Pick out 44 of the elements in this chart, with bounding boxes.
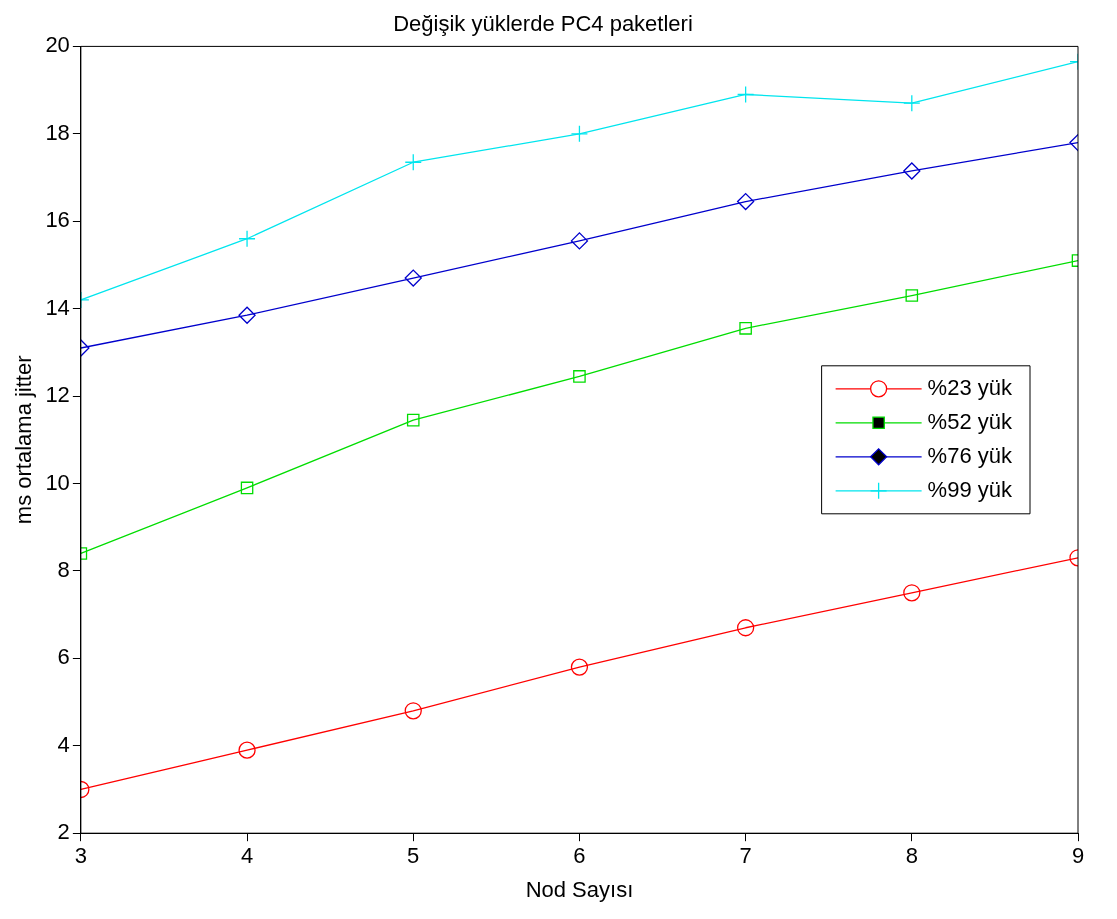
y-axis-title: ms ortalama jitter [11, 355, 37, 525]
legend-label: %52 yük [927, 408, 1013, 434]
x-tick-label: 5 [407, 843, 420, 869]
x-tick-label: 3 [74, 843, 87, 869]
point [238, 230, 256, 248]
y-tick-label: 18 [45, 119, 70, 145]
x-tick-label: 7 [739, 843, 752, 869]
y-tick-label: 20 [45, 32, 70, 58]
y-tick-label: 2 [57, 819, 70, 845]
y-tick-label: 16 [45, 207, 70, 233]
point [570, 125, 589, 143]
x-tick-label: 4 [240, 843, 254, 869]
point [240, 481, 254, 495]
chart-title: Değişik yüklerde PC4 paketleri [393, 11, 693, 37]
point [739, 322, 752, 335]
point [736, 619, 755, 637]
point [406, 413, 420, 427]
x-tick-label: 6 [573, 843, 586, 869]
y-tick-label: 4 [57, 731, 70, 757]
point [238, 741, 256, 759]
point [903, 162, 921, 180]
point [238, 306, 256, 324]
x-tick-label: 8 [905, 843, 918, 869]
point [404, 153, 422, 171]
legend-label: %76 yük [927, 442, 1013, 468]
x-axis-title: Nod Sayısı [525, 876, 634, 902]
point [404, 269, 422, 287]
point [404, 702, 422, 720]
legend-label: %99 yük [927, 476, 1013, 502]
point [903, 584, 921, 602]
legend-label: %23 yük [927, 374, 1013, 400]
y-tick-label: 12 [45, 382, 70, 408]
point [570, 232, 589, 250]
point [570, 658, 589, 676]
x-tick-label: 9 [1071, 843, 1085, 869]
point [903, 94, 921, 112]
point [573, 370, 586, 383]
y-tick-label: 14 [45, 294, 70, 320]
y-tick-label: 6 [57, 644, 70, 670]
point [736, 85, 755, 104]
point [905, 289, 919, 302]
y-tick-label: 10 [45, 469, 70, 495]
y-tick-label: 8 [57, 557, 70, 582]
point [736, 192, 755, 211]
